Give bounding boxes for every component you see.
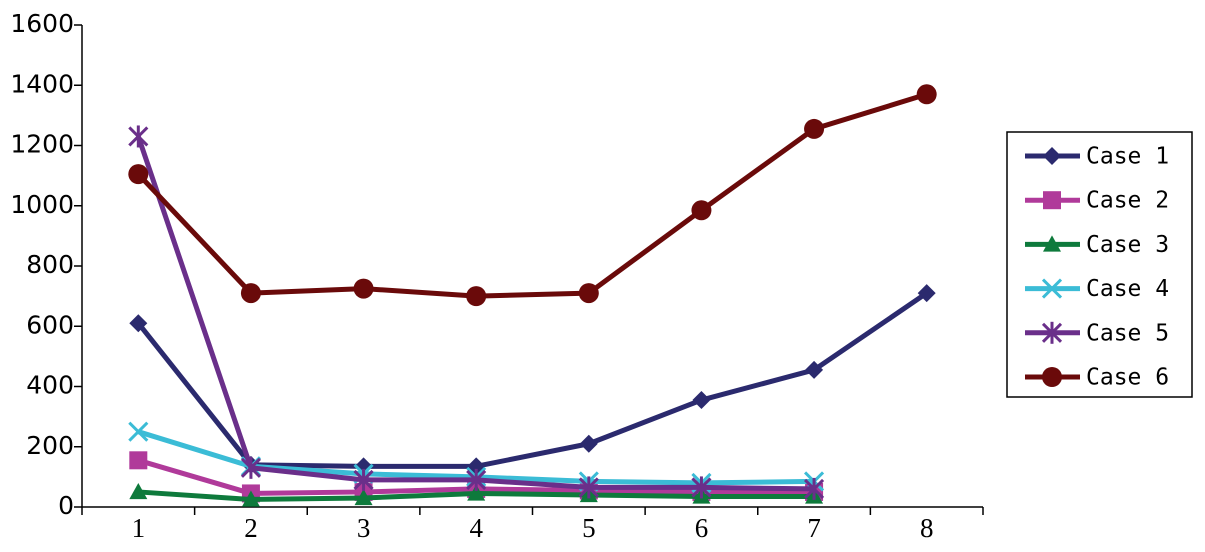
series-line <box>136 291 929 469</box>
point <box>578 476 599 499</box>
point <box>579 434 598 453</box>
point <box>128 421 149 442</box>
point <box>805 360 824 379</box>
legend-label: Case 6 <box>1086 365 1169 391</box>
marker <box>1043 235 1061 252</box>
marker <box>578 283 599 304</box>
legend-marker <box>1043 191 1061 210</box>
x-tick-label: 1 <box>132 513 146 543</box>
point <box>691 200 712 221</box>
point <box>804 477 825 500</box>
legend-label: Case 4 <box>1086 276 1169 302</box>
marker <box>917 284 936 303</box>
legend-marker <box>1042 367 1062 387</box>
marker <box>129 451 148 470</box>
x-tick-label: 6 <box>695 513 709 543</box>
legend-label: Case 2 <box>1086 188 1169 214</box>
marker <box>691 200 712 221</box>
y-tick-label: 1400 <box>10 69 74 98</box>
point <box>240 456 261 479</box>
point <box>466 286 487 307</box>
marker <box>1042 367 1062 387</box>
marker <box>129 314 148 333</box>
y-tick-label: 1600 <box>10 9 74 38</box>
point <box>241 490 260 507</box>
y-tick-label: 800 <box>26 250 74 279</box>
point <box>353 468 374 491</box>
legend-label: Case 3 <box>1086 232 1169 258</box>
point <box>129 482 148 500</box>
legend-marker <box>1041 321 1063 344</box>
point <box>692 391 711 410</box>
point <box>578 283 599 304</box>
marker <box>241 490 260 507</box>
marker <box>128 421 149 442</box>
point <box>129 451 148 470</box>
marker <box>466 286 487 307</box>
marker <box>805 360 824 379</box>
y-tick-label: 600 <box>26 310 74 339</box>
y-tick-label: 200 <box>26 431 74 460</box>
point <box>354 488 373 506</box>
point <box>240 283 261 304</box>
legend-label: Case 1 <box>1086 144 1169 170</box>
marker <box>467 484 486 501</box>
x-tick-label: 4 <box>469 513 483 543</box>
point <box>467 484 486 501</box>
y-tick-label: 0 <box>58 491 74 520</box>
marker <box>354 488 373 506</box>
point <box>466 468 487 491</box>
x-tick-label: 5 <box>582 513 596 543</box>
point <box>353 278 374 299</box>
marker <box>353 278 374 299</box>
marker <box>804 118 825 139</box>
marker <box>1043 147 1061 165</box>
series-line <box>136 91 928 299</box>
x-tick-label: 7 <box>807 513 821 543</box>
legend-marker <box>1041 278 1063 299</box>
x-tick-label: 2 <box>244 513 258 543</box>
point <box>916 84 937 105</box>
marker <box>579 434 598 453</box>
marker <box>129 482 148 500</box>
point <box>129 314 148 333</box>
point <box>804 118 825 139</box>
marker <box>1041 278 1063 299</box>
y-tick-label: 1200 <box>10 130 74 159</box>
y-tick-label: 400 <box>26 371 74 400</box>
series-line <box>135 135 815 492</box>
x-tick-label: 8 <box>920 513 934 543</box>
marker <box>916 84 937 105</box>
legend-marker <box>1043 235 1061 252</box>
marker <box>128 164 149 185</box>
point <box>128 125 149 148</box>
point <box>691 476 712 499</box>
x-tick-label: 3 <box>357 513 371 543</box>
y-tick-label: 1000 <box>10 190 74 219</box>
point <box>917 284 936 303</box>
legend-marker <box>1043 147 1061 165</box>
marker <box>240 283 261 304</box>
legend-box <box>1006 131 1193 398</box>
point <box>128 164 149 185</box>
marker <box>692 391 711 410</box>
legend-label: Case 5 <box>1086 320 1169 346</box>
marker <box>1043 191 1061 210</box>
